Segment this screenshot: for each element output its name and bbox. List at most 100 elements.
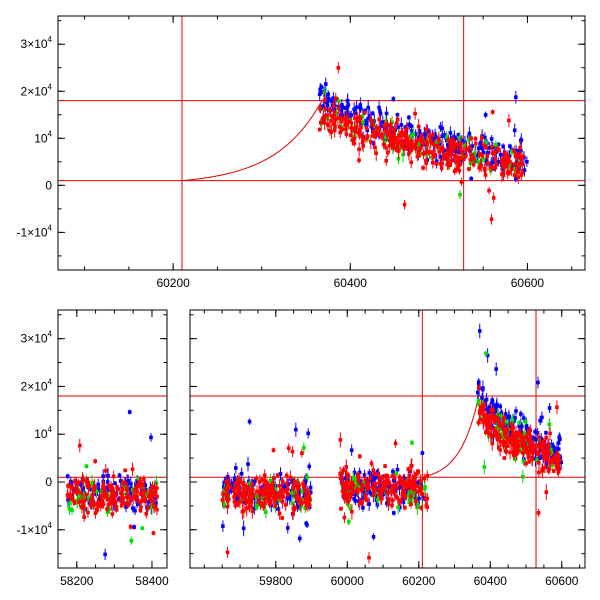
data-point (467, 131, 472, 136)
data-point (121, 495, 125, 500)
data-point (95, 507, 100, 512)
data-point (360, 483, 364, 487)
data-point (385, 491, 390, 495)
data-point (286, 446, 291, 450)
data-point (556, 452, 560, 457)
data-point (67, 507, 72, 511)
data-point (225, 495, 229, 499)
data-point (331, 96, 336, 100)
data-point (333, 96, 338, 101)
data-point (555, 447, 559, 451)
data-point (385, 478, 389, 483)
data-point (262, 473, 267, 477)
data-point (481, 420, 485, 425)
data-point (225, 487, 229, 492)
data-point (322, 90, 327, 95)
data-point (371, 493, 376, 498)
data-point (74, 483, 79, 487)
data-point (108, 499, 113, 504)
data-point (545, 455, 549, 460)
data-point (431, 141, 435, 146)
data-point (380, 135, 384, 140)
data-point (355, 119, 360, 124)
data-point (449, 139, 454, 143)
data-point (520, 170, 525, 174)
data-point (452, 154, 457, 158)
data-point (224, 479, 229, 484)
data-point (135, 495, 139, 499)
data-point (372, 475, 376, 480)
data-point (516, 165, 520, 169)
data-point (503, 412, 508, 416)
data-point (502, 151, 507, 156)
data-point (355, 490, 360, 495)
data-point (296, 487, 300, 491)
data-point (378, 124, 383, 128)
data-point (370, 478, 375, 483)
data-point (551, 447, 555, 451)
data-point (546, 451, 551, 456)
data-point (477, 402, 481, 407)
data-point (336, 66, 341, 70)
data-point (490, 398, 495, 402)
data-point (227, 481, 231, 486)
plot-area (58, 16, 585, 270)
data-point (556, 470, 561, 474)
data-point (72, 499, 76, 504)
data-point (490, 151, 495, 155)
data-point (505, 171, 510, 175)
data-point (544, 457, 548, 461)
data-point (530, 456, 534, 461)
data-point (318, 120, 323, 125)
data-point (484, 414, 488, 418)
data-point (459, 141, 463, 146)
data-point (391, 469, 395, 474)
data-point (493, 165, 498, 169)
data-point (129, 538, 134, 543)
data-point (227, 489, 232, 494)
data-point (280, 489, 284, 494)
data-point (272, 476, 276, 480)
data-point (283, 485, 287, 490)
data-point (357, 485, 361, 489)
data-point (503, 440, 507, 444)
x-tick-label: 58200 (60, 574, 94, 588)
data-point (528, 446, 533, 451)
data-point (483, 113, 488, 117)
data-point (346, 499, 350, 504)
data-point (365, 498, 369, 502)
x-tick-label: 60200 (156, 276, 190, 290)
data-point (540, 469, 545, 473)
data-point (489, 137, 494, 141)
data-point (298, 536, 302, 541)
data-point (242, 509, 246, 513)
data-point (68, 493, 73, 498)
y-tick-label: 0 (45, 178, 52, 192)
data-point (510, 418, 515, 422)
data-point (391, 97, 396, 101)
data-point (496, 160, 501, 164)
data-point (307, 497, 312, 502)
data-point (397, 134, 401, 138)
data-point (360, 487, 365, 491)
data-point (103, 468, 108, 473)
data-point (321, 116, 325, 120)
data-point (513, 416, 517, 420)
data-point (273, 504, 277, 508)
data-point (342, 117, 346, 121)
data-point (445, 135, 449, 139)
data-point (547, 406, 552, 410)
data-point (417, 496, 421, 501)
data-point (325, 103, 330, 108)
data-point (280, 499, 285, 504)
data-point (76, 480, 81, 485)
data-point (556, 463, 561, 468)
data-point (77, 443, 82, 448)
data-point (84, 479, 89, 484)
data-point (430, 155, 434, 160)
data-point (551, 445, 556, 449)
data-point (475, 390, 480, 395)
data-point (138, 500, 142, 504)
y-tick-label: 0 (45, 475, 52, 489)
data-point (535, 430, 540, 435)
